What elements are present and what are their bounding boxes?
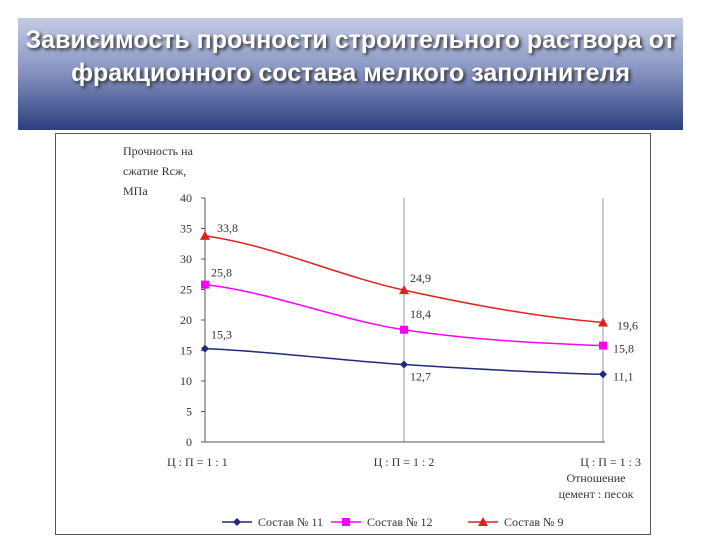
legend-label: Состав № 11 [258,515,323,529]
data-point-marker [201,344,209,353]
data-point-marker [342,518,350,526]
x-tick-label: Ц : П = 1 : 1 [167,455,228,469]
x-tick-label: Ц : П = 1 : 3 [580,455,641,469]
data-label: 19,6 [617,318,638,332]
y-tick-label: 15 [180,344,192,358]
chart-frame [55,133,651,535]
data-point-marker [200,230,210,240]
data-label: 18,4 [410,307,431,321]
y-tick-label: 30 [180,252,192,266]
legend-label: Состав № 12 [367,515,432,529]
data-point-marker [599,370,607,379]
y-tick-label: 25 [180,283,192,297]
data-label: 15,8 [613,342,634,356]
data-point-marker [233,518,241,526]
data-point-marker [399,285,409,295]
data-point-marker [400,360,408,369]
data-point-marker [400,325,408,334]
data-point-marker [478,517,488,526]
y-axis-label: МПа [123,184,148,198]
data-label: 24,9 [410,271,431,285]
chart-title: Зависимость прочности строительного раст… [25,26,676,87]
x-tick-label: Ц : П = 1 : 2 [374,455,435,469]
data-point-marker [599,341,607,350]
data-label: 12,7 [410,370,431,384]
y-axis-label: сжатие Rсж, [123,164,186,178]
data-label: 33,8 [217,221,238,235]
y-tick-label: 40 [180,191,192,205]
data-label: 11,1 [613,369,634,383]
y-tick-label: 0 [186,435,192,449]
y-tick-label: 20 [180,313,192,327]
y-tick-label: 35 [180,222,192,236]
data-label: 15,3 [211,328,232,342]
x-axis-label: Отношение [566,471,625,485]
data-point-marker [598,317,608,327]
y-tick-label: 10 [180,374,192,388]
data-point-marker [201,280,209,289]
y-axis-label: Прочность на [123,144,194,158]
x-axis-label: цемент : песок [559,487,634,501]
y-tick-label: 5 [186,405,192,419]
data-label: 25,8 [211,266,232,280]
legend-label: Состав № 9 [504,515,563,529]
title-banner [18,18,683,130]
